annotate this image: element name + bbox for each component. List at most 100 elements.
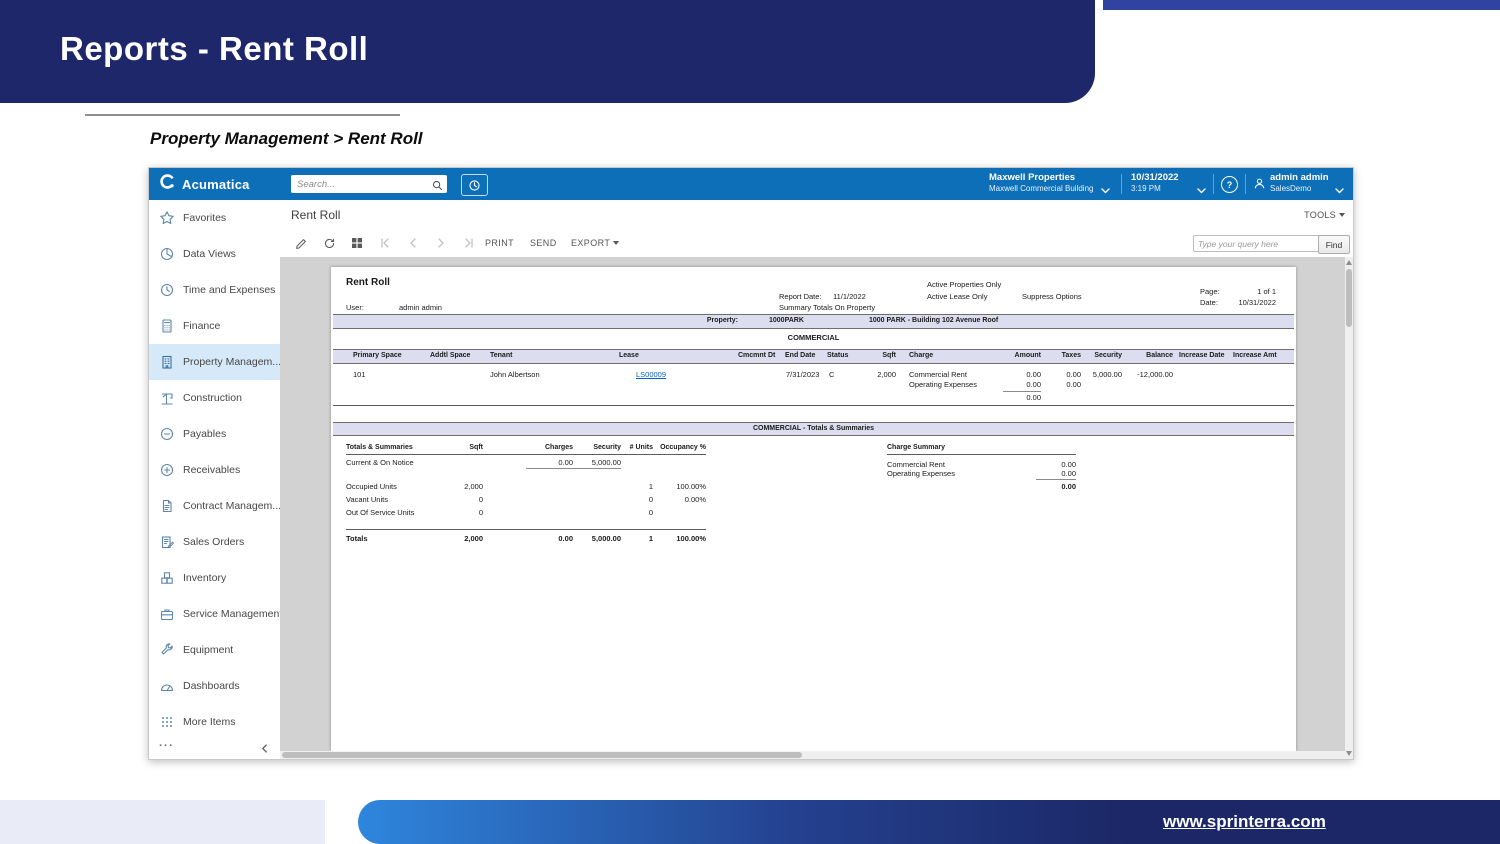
report-grid-icon[interactable] bbox=[346, 233, 368, 253]
sidebar-item-label: Equipment bbox=[183, 644, 234, 656]
acumatica-logo[interactable]: Acumatica bbox=[159, 168, 250, 200]
sidebar: Favorites Data Views Time and Expenses F… bbox=[149, 200, 281, 759]
gauge-icon bbox=[159, 678, 175, 694]
scroll-up-icon[interactable] bbox=[1346, 260, 1352, 265]
chevron-down-icon[interactable] bbox=[1197, 181, 1206, 199]
charge-summary-row2-label: Operating Expenses bbox=[887, 469, 955, 478]
sidebar-item-sales-orders[interactable]: Sales Orders bbox=[149, 524, 280, 560]
star-icon bbox=[159, 210, 175, 226]
row-tax-2: 0.00 bbox=[1066, 380, 1081, 389]
company-selector[interactable]: Maxwell Properties Maxwell Commercial Bu… bbox=[989, 172, 1094, 193]
tools-label: TOOLS bbox=[1304, 210, 1336, 220]
table-header-band: Primary Space Addtl Space Tenant Lease C… bbox=[333, 349, 1294, 364]
charge-summary-row2-value: 0.00 bbox=[1061, 469, 1076, 478]
charge-summary-row1-value: 0.00 bbox=[1061, 460, 1076, 469]
app-topbar: Acumatica Maxwell Properties Maxwell Com… bbox=[149, 168, 1353, 200]
company-name: Maxwell Properties bbox=[989, 172, 1076, 183]
col-charge: Charge bbox=[909, 352, 934, 359]
sidebar-item-label: Favorites bbox=[183, 212, 227, 224]
sidebar-item-time-and-expenses[interactable]: Time and Expenses bbox=[149, 272, 280, 308]
sidebar-item-inventory[interactable]: Inventory bbox=[149, 560, 280, 596]
sidebar-item-contract-management[interactable]: Contract Managem... bbox=[149, 488, 280, 524]
chevron-down-icon bbox=[1339, 213, 1345, 217]
next-page-icon[interactable] bbox=[430, 233, 452, 253]
totals-col-sqft: Sqft bbox=[469, 444, 483, 451]
sidebar-item-favorites[interactable]: Favorites bbox=[149, 200, 280, 236]
vertical-scrollbar-thumb[interactable] bbox=[1346, 269, 1352, 327]
scroll-down-icon[interactable] bbox=[1346, 751, 1352, 756]
col-security: Security bbox=[1094, 352, 1122, 359]
row-sqft: 2,000 bbox=[877, 370, 896, 379]
topbar-divider bbox=[1245, 174, 1246, 194]
chevron-down-icon bbox=[613, 241, 620, 245]
chevron-down-icon[interactable] bbox=[1101, 181, 1110, 199]
row-status: C bbox=[829, 370, 835, 379]
search-icon[interactable] bbox=[432, 178, 443, 196]
send-button[interactable]: SEND bbox=[530, 238, 557, 248]
first-page-icon[interactable] bbox=[374, 233, 396, 253]
search-input[interactable] bbox=[291, 175, 431, 193]
property-code: 1000PARK bbox=[769, 317, 804, 324]
edit-icon[interactable] bbox=[290, 233, 312, 253]
sidebar-item-label: Property Managem... bbox=[183, 356, 280, 368]
refresh-icon[interactable] bbox=[318, 233, 340, 253]
chevron-down-icon[interactable] bbox=[1335, 181, 1344, 199]
col-amount: Amount bbox=[1014, 352, 1041, 359]
sidebar-item-property-management[interactable]: Property Managem... bbox=[149, 344, 280, 380]
prev-page-icon[interactable] bbox=[402, 233, 424, 253]
slide-title: Reports - Rent Roll bbox=[60, 30, 369, 67]
col-taxes: Taxes bbox=[1061, 352, 1081, 359]
business-date-selector[interactable]: 10/31/2022 3:19 PM bbox=[1131, 172, 1179, 193]
main-content: Rent Roll TOOLS bbox=[280, 200, 1353, 759]
totals-current-rule bbox=[526, 468, 621, 469]
tools-menu[interactable]: TOOLS bbox=[1304, 210, 1345, 220]
suppress-options: Suppress Options bbox=[1022, 292, 1082, 301]
vertical-scrollbar[interactable] bbox=[1345, 257, 1353, 759]
query-input[interactable] bbox=[1193, 235, 1323, 252]
totals-vacant-units: 0 bbox=[648, 495, 653, 504]
col-primary-space: Primary Space bbox=[353, 352, 402, 359]
sidebar-item-construction[interactable]: Construction bbox=[149, 380, 280, 416]
sidebar-item-more-items[interactable]: More Items bbox=[149, 704, 280, 740]
totals-col-units: # Units bbox=[629, 444, 653, 451]
sidebar-item-equipment[interactable]: Equipment bbox=[149, 632, 280, 668]
horizontal-scrollbar-thumb[interactable] bbox=[282, 752, 802, 758]
sidebar-item-label: Finance bbox=[183, 320, 221, 332]
row-tax-1: 0.00 bbox=[1066, 370, 1081, 379]
print-button[interactable]: PRINT bbox=[485, 238, 514, 248]
branch-name: Maxwell Commercial Building bbox=[989, 183, 1094, 193]
export-label: EXPORT bbox=[571, 238, 611, 248]
row-amount-2: 0.00 bbox=[1026, 380, 1041, 389]
totals-occupied-sqft: 2,000 bbox=[464, 482, 483, 491]
sidebar-item-finance[interactable]: Finance bbox=[149, 308, 280, 344]
sidebar-item-payables[interactable]: Payables bbox=[149, 416, 280, 452]
user-menu[interactable]: admin admin SalesDemo bbox=[1270, 172, 1329, 193]
history-clock-icon[interactable] bbox=[461, 174, 488, 196]
totals-current-label: Current & On Notice bbox=[346, 458, 414, 467]
row-balance: -12,000.00 bbox=[1137, 370, 1173, 379]
pie-chart-icon bbox=[159, 246, 175, 262]
charge-summary-row1-label: Commercial Rent bbox=[887, 460, 945, 469]
sidebar-item-dashboards[interactable]: Dashboards bbox=[149, 668, 280, 704]
totals-col-security: Security bbox=[593, 444, 621, 451]
sidebar-overflow[interactable]: ... bbox=[159, 737, 175, 749]
totals-vacant-sqft: 0 bbox=[478, 495, 483, 504]
horizontal-scrollbar[interactable] bbox=[280, 751, 1345, 759]
totals-oos-label: Out Of Service Units bbox=[346, 508, 415, 517]
sidebar-item-data-views[interactable]: Data Views bbox=[149, 236, 280, 272]
row-amount-1: 0.00 bbox=[1026, 370, 1041, 379]
find-button[interactable]: Find bbox=[1318, 235, 1350, 254]
charge-summary-header-rule bbox=[887, 454, 1076, 455]
help-icon[interactable]: ? bbox=[1221, 176, 1238, 193]
search-box[interactable] bbox=[291, 175, 447, 193]
last-page-icon[interactable] bbox=[458, 233, 480, 253]
sidebar-item-service-management[interactable]: Service Management bbox=[149, 596, 280, 632]
collapse-sidebar-icon[interactable] bbox=[260, 740, 269, 758]
footer-url-link[interactable]: www.sprinterra.com bbox=[1163, 812, 1326, 831]
row-lease-link[interactable]: LS00009 bbox=[636, 370, 667, 379]
totals-total-security: 5,000.00 bbox=[591, 534, 621, 543]
export-button[interactable]: EXPORT bbox=[571, 238, 620, 248]
sidebar-item-receivables[interactable]: Receivables bbox=[149, 452, 280, 488]
col-cmcmnt-dt: Cmcmnt Dt bbox=[738, 352, 776, 359]
